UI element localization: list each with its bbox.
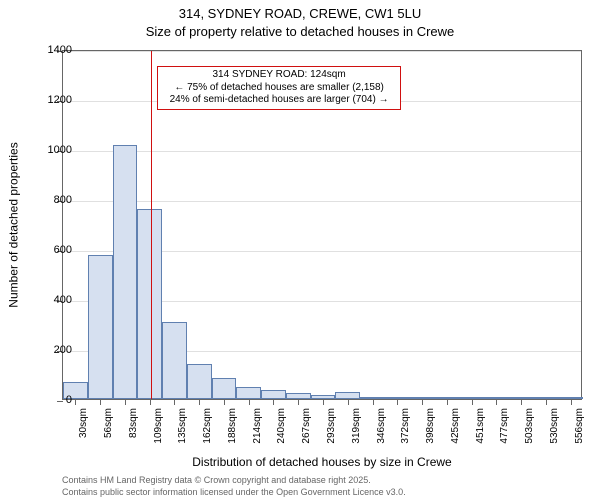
gridline: [63, 51, 581, 52]
x-tick-label: 346sqm: [376, 408, 387, 444]
y-tick-label: 800: [36, 194, 72, 206]
x-tick: [323, 399, 324, 405]
chart-container: 314, SYDNEY ROAD, CREWE, CW1 5LU Size of…: [0, 0, 600, 500]
histogram-bar: [162, 322, 187, 400]
x-tick-label: 556sqm: [574, 408, 585, 444]
x-tick: [422, 399, 423, 405]
x-tick-label: 109sqm: [153, 408, 164, 444]
x-tick-label: 477sqm: [499, 408, 510, 444]
x-tick-label: 83sqm: [128, 408, 139, 438]
histogram-bar: [113, 145, 138, 399]
histogram-bar: [88, 255, 113, 399]
x-tick: [199, 399, 200, 405]
histogram-bar: [212, 378, 237, 399]
y-tick-label: 200: [36, 344, 72, 356]
x-tick-label: 214sqm: [252, 408, 263, 444]
histogram-bar: [236, 387, 261, 400]
x-tick-label: 30sqm: [78, 408, 89, 438]
y-tick-label: 400: [36, 294, 72, 306]
x-tick: [249, 399, 250, 405]
property-marker-line: [151, 51, 152, 399]
y-axis-title: Number of detached properties: [6, 50, 22, 400]
y-tick-label: 0: [36, 394, 72, 406]
y-axis-title-text: Number of detached properties: [7, 142, 21, 307]
x-tick: [546, 399, 547, 405]
x-tick: [125, 399, 126, 405]
y-tick-label: 1000: [36, 144, 72, 156]
x-tick: [224, 399, 225, 405]
x-tick-label: 240sqm: [276, 408, 287, 444]
histogram-bar: [261, 390, 286, 399]
x-tick: [373, 399, 374, 405]
y-tick-label: 1200: [36, 94, 72, 106]
x-tick-label: 372sqm: [400, 408, 411, 444]
x-tick: [472, 399, 473, 405]
x-tick-label: 162sqm: [202, 408, 213, 444]
x-tick-label: 530sqm: [549, 408, 560, 444]
x-tick: [496, 399, 497, 405]
annotation-line3: 24% of semi-detached houses are larger (…: [162, 94, 396, 107]
x-tick-label: 451sqm: [475, 408, 486, 444]
histogram-bar: [137, 209, 162, 399]
x-tick-label: 425sqm: [450, 408, 461, 444]
x-axis-title: Distribution of detached houses by size …: [62, 455, 582, 469]
footer-line1: Contains HM Land Registry data © Crown c…: [62, 475, 371, 485]
x-tick: [571, 399, 572, 405]
x-tick-label: 319sqm: [351, 408, 362, 444]
x-tick: [447, 399, 448, 405]
y-tick-label: 600: [36, 244, 72, 256]
footer-line2: Contains public sector information licen…: [62, 487, 406, 497]
x-tick: [100, 399, 101, 405]
x-tick: [397, 399, 398, 405]
y-tick-label: 1400: [36, 44, 72, 56]
x-tick: [273, 399, 274, 405]
x-tick: [521, 399, 522, 405]
x-tick-label: 56sqm: [103, 408, 114, 438]
x-tick: [298, 399, 299, 405]
x-tick: [150, 399, 151, 405]
x-tick-label: 135sqm: [177, 408, 188, 444]
x-tick: [348, 399, 349, 405]
x-tick-label: 188sqm: [227, 408, 238, 444]
x-tick: [174, 399, 175, 405]
gridline: [63, 151, 581, 152]
chart-title-line1: 314, SYDNEY ROAD, CREWE, CW1 5LU: [0, 6, 600, 21]
x-tick-label: 503sqm: [524, 408, 535, 444]
x-tick-label: 293sqm: [326, 408, 337, 444]
annotation-line1: 314 SYDNEY ROAD: 124sqm: [162, 69, 396, 82]
gridline: [63, 201, 581, 202]
histogram-bar: [335, 392, 360, 400]
x-tick-label: 398sqm: [425, 408, 436, 444]
chart-title-line2: Size of property relative to detached ho…: [0, 24, 600, 39]
histogram-bar: [187, 364, 212, 399]
annotation-box: 314 SYDNEY ROAD: 124sqm← 75% of detached…: [157, 66, 401, 110]
plot-area: 314 SYDNEY ROAD: 124sqm← 75% of detached…: [62, 50, 582, 400]
x-tick: [75, 399, 76, 405]
annotation-line2: ← 75% of detached houses are smaller (2,…: [162, 82, 396, 95]
x-tick-label: 267sqm: [301, 408, 312, 444]
